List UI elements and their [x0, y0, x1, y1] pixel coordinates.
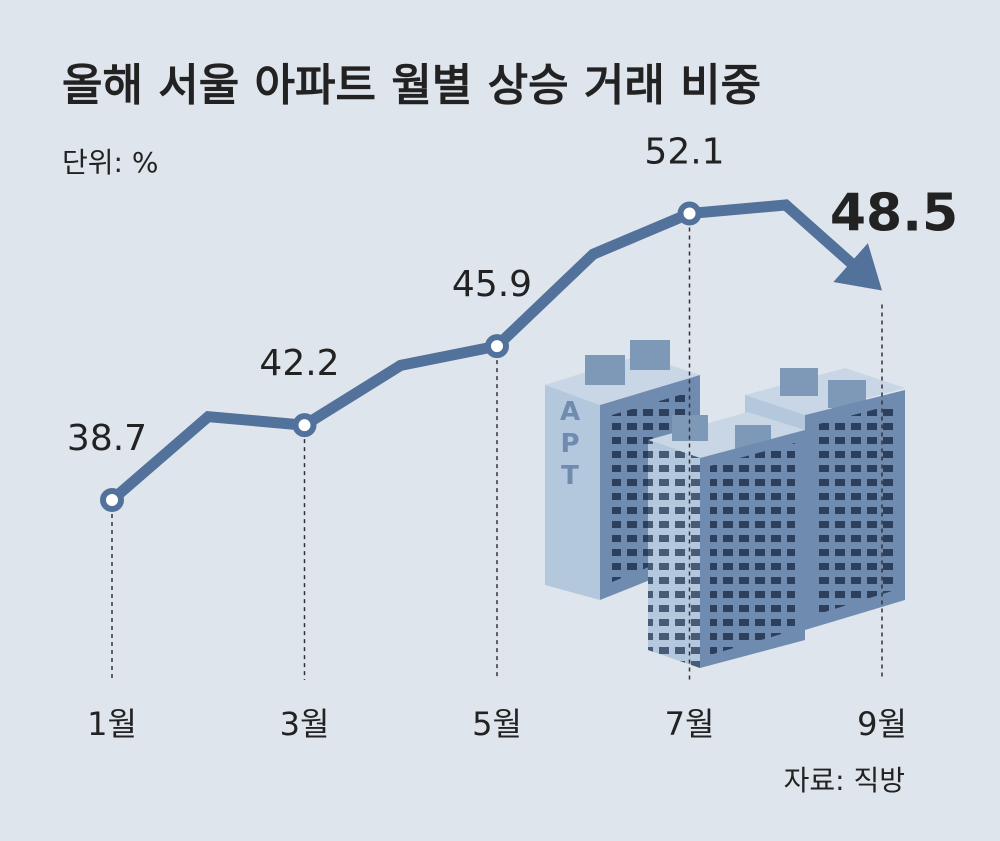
value-label: 45.9 [452, 264, 532, 305]
value-label: 48.5 [830, 184, 958, 244]
wall [545, 385, 600, 600]
roof-box [630, 340, 670, 370]
unit-label: 단위: % [62, 146, 158, 179]
marker [292, 413, 317, 438]
marker [677, 201, 702, 226]
x-tick-label: 9월 [857, 705, 907, 743]
value-label: 52.1 [644, 132, 724, 173]
windows [648, 440, 700, 668]
x-tick-label: 3월 [280, 705, 330, 743]
value-label: 38.7 [67, 418, 147, 459]
roof-box [780, 368, 818, 396]
roof [648, 412, 805, 458]
roof [745, 368, 905, 415]
roof-box [585, 355, 625, 385]
windows [710, 443, 795, 655]
x-tick-label: 7월 [665, 705, 715, 743]
value-label: 42.2 [259, 343, 339, 384]
x-tick-label: 5월 [472, 705, 522, 743]
arrow-head [833, 243, 882, 291]
apt-sign: P [560, 429, 579, 459]
buildings: A P T [545, 340, 905, 668]
apt-sign: T [561, 461, 579, 491]
windows [815, 404, 895, 615]
chart-title: 올해 서울 아파트 월별 상승 거래 비중 [62, 60, 761, 111]
marker [100, 488, 124, 512]
x-tick-label: 1월 [87, 705, 137, 743]
marker [485, 334, 509, 359]
apt-sign: A [560, 397, 580, 427]
source: 자료: 직방 [784, 764, 905, 797]
